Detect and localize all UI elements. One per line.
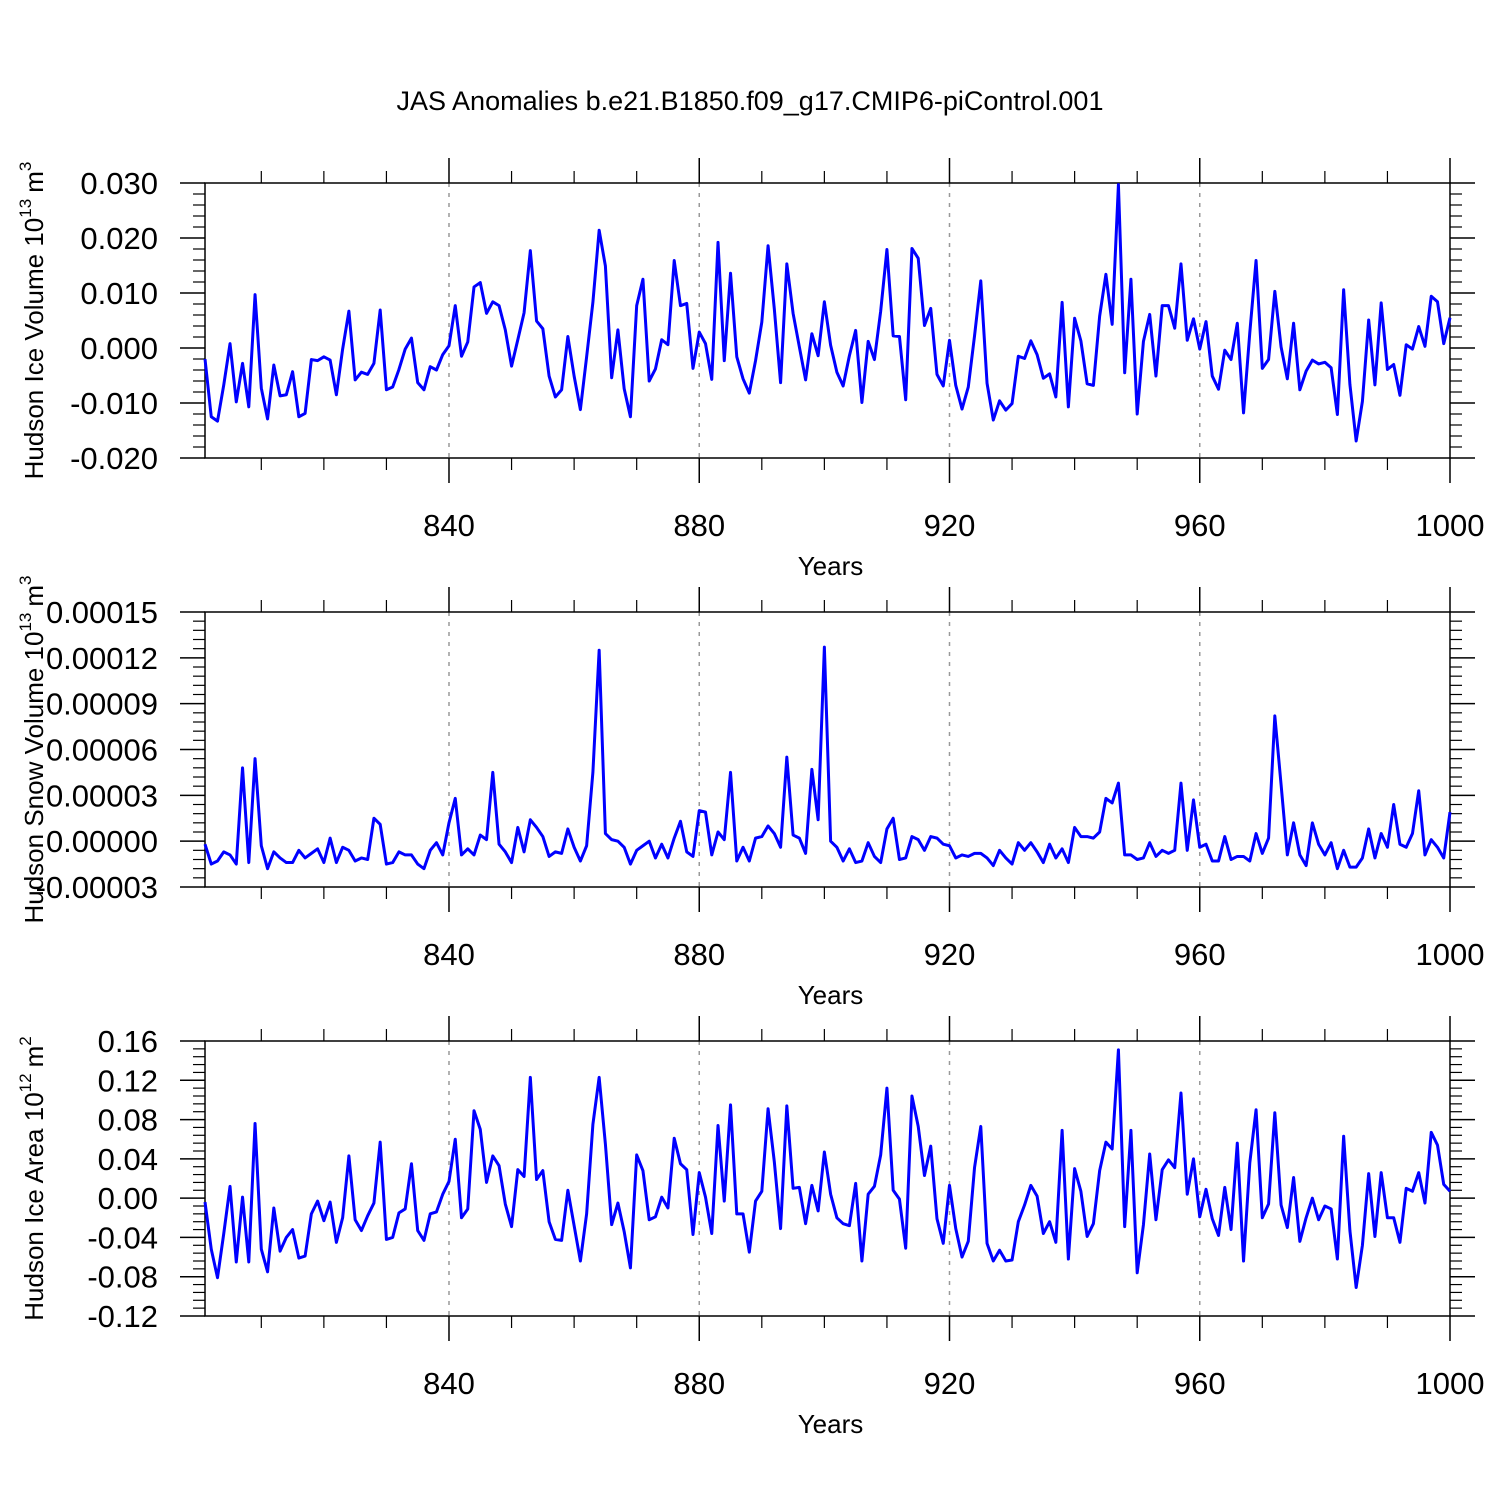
y-tick-label: 0.00003	[46, 778, 158, 813]
series-line	[203, 645, 1452, 871]
x-axis-label: Years	[798, 1409, 864, 1439]
series-line	[203, 183, 1452, 443]
y-axis-label: Hudson Ice Volume 1013 m3	[16, 162, 49, 480]
y-tick-label: -0.00003	[36, 870, 158, 905]
y-tick-label: 0.04	[98, 1142, 158, 1177]
x-tick-label: 840	[423, 937, 475, 972]
y-axis-label-exponent: 13	[16, 199, 35, 218]
x-tick-label: 1000	[1416, 937, 1485, 972]
y-axis-label-unit-exponent: 3	[16, 162, 35, 171]
y-axis-label: Hudson Snow Volume 1013 m3	[16, 575, 49, 923]
x-tick-label: 840	[423, 508, 475, 543]
x-tick-label: 880	[673, 508, 725, 543]
x-tick-label: 960	[1174, 508, 1226, 543]
y-axis-label-unit-exponent: 2	[16, 1036, 35, 1045]
panel-1: 840 880 920 960 1000 -0.020 -0.010 0.000 0.010 0.…	[16, 158, 1484, 581]
y-tick-label: 0.00006	[46, 733, 158, 768]
y-tick-label: -0.08	[87, 1260, 158, 1295]
y-axis-label-text: Hudson Snow Volume 10	[19, 632, 49, 924]
x-tick-label: 1000	[1416, 508, 1485, 543]
y-tick-label: 0.16	[98, 1024, 158, 1059]
y-tick-label: 0.00000	[46, 824, 158, 859]
y-tick-label: 0.030	[80, 166, 158, 201]
panels: 840 880 920 960 1000 -0.020 -0.010 0.000 0.010 0.…	[16, 158, 1484, 1439]
y-tick-label: 0.12	[98, 1063, 158, 1098]
y-tick-label: -0.12	[87, 1299, 158, 1334]
x-tick-label: 840	[423, 1366, 475, 1401]
x-tick-label: 920	[924, 937, 976, 972]
y-tick-label: 0.00012	[46, 641, 158, 676]
y-tick-label: 0.020	[80, 221, 158, 256]
x-tick-label: 960	[1174, 1366, 1226, 1401]
x-tick-label: 920	[924, 1366, 976, 1401]
y-tick-label: 0.00015	[46, 595, 158, 630]
y-tick-label: -0.04	[87, 1220, 158, 1255]
x-tick-label: 880	[673, 1366, 725, 1401]
panel-2: 840 880 920 960 1000 -0.00003 0.00000 0.00003 0.…	[16, 575, 1484, 1010]
y-axis-label-unit: m	[19, 171, 49, 193]
y-axis-label-unit-exponent: 3	[16, 575, 35, 584]
panel-3: 840 880 920 960 1000 -0.12 -0.08 -0.04 0.00 0.04 0…	[16, 1016, 1484, 1439]
y-axis-label-text: Hudson Ice Volume 10	[19, 218, 49, 480]
y-tick-label: -0.020	[70, 441, 158, 476]
y-axis-label: Hudson Ice Area 1012 m2	[16, 1036, 49, 1320]
y-tick-label: 0.000	[80, 331, 158, 366]
series-line	[203, 1048, 1452, 1290]
y-axis-label-exponent: 13	[16, 613, 35, 632]
x-axis-label: Years	[798, 551, 864, 581]
y-axis-label-exponent: 12	[16, 1073, 35, 1092]
y-tick-label: 0.010	[80, 276, 158, 311]
y-tick-label: 0.00009	[46, 687, 158, 722]
x-tick-label: 920	[924, 508, 976, 543]
x-tick-label: 960	[1174, 937, 1226, 972]
y-tick-label: -0.010	[70, 386, 158, 421]
x-axis-label: Years	[798, 980, 864, 1010]
y-axis-label-text: Hudson Ice Area 10	[19, 1092, 49, 1320]
y-axis-label-unit: m	[19, 1046, 49, 1068]
y-tick-label: 0.08	[98, 1103, 158, 1138]
x-tick-label: 1000	[1416, 1366, 1485, 1401]
y-axis-label-unit: m	[19, 585, 49, 607]
plot-frame	[204, 1040, 1451, 1317]
y-tick-label: 0.00	[98, 1181, 158, 1216]
chart-title: JAS Anomalies b.e21.B1850.f09_g17.CMIP6-…	[397, 86, 1104, 116]
x-tick-label: 880	[673, 937, 725, 972]
